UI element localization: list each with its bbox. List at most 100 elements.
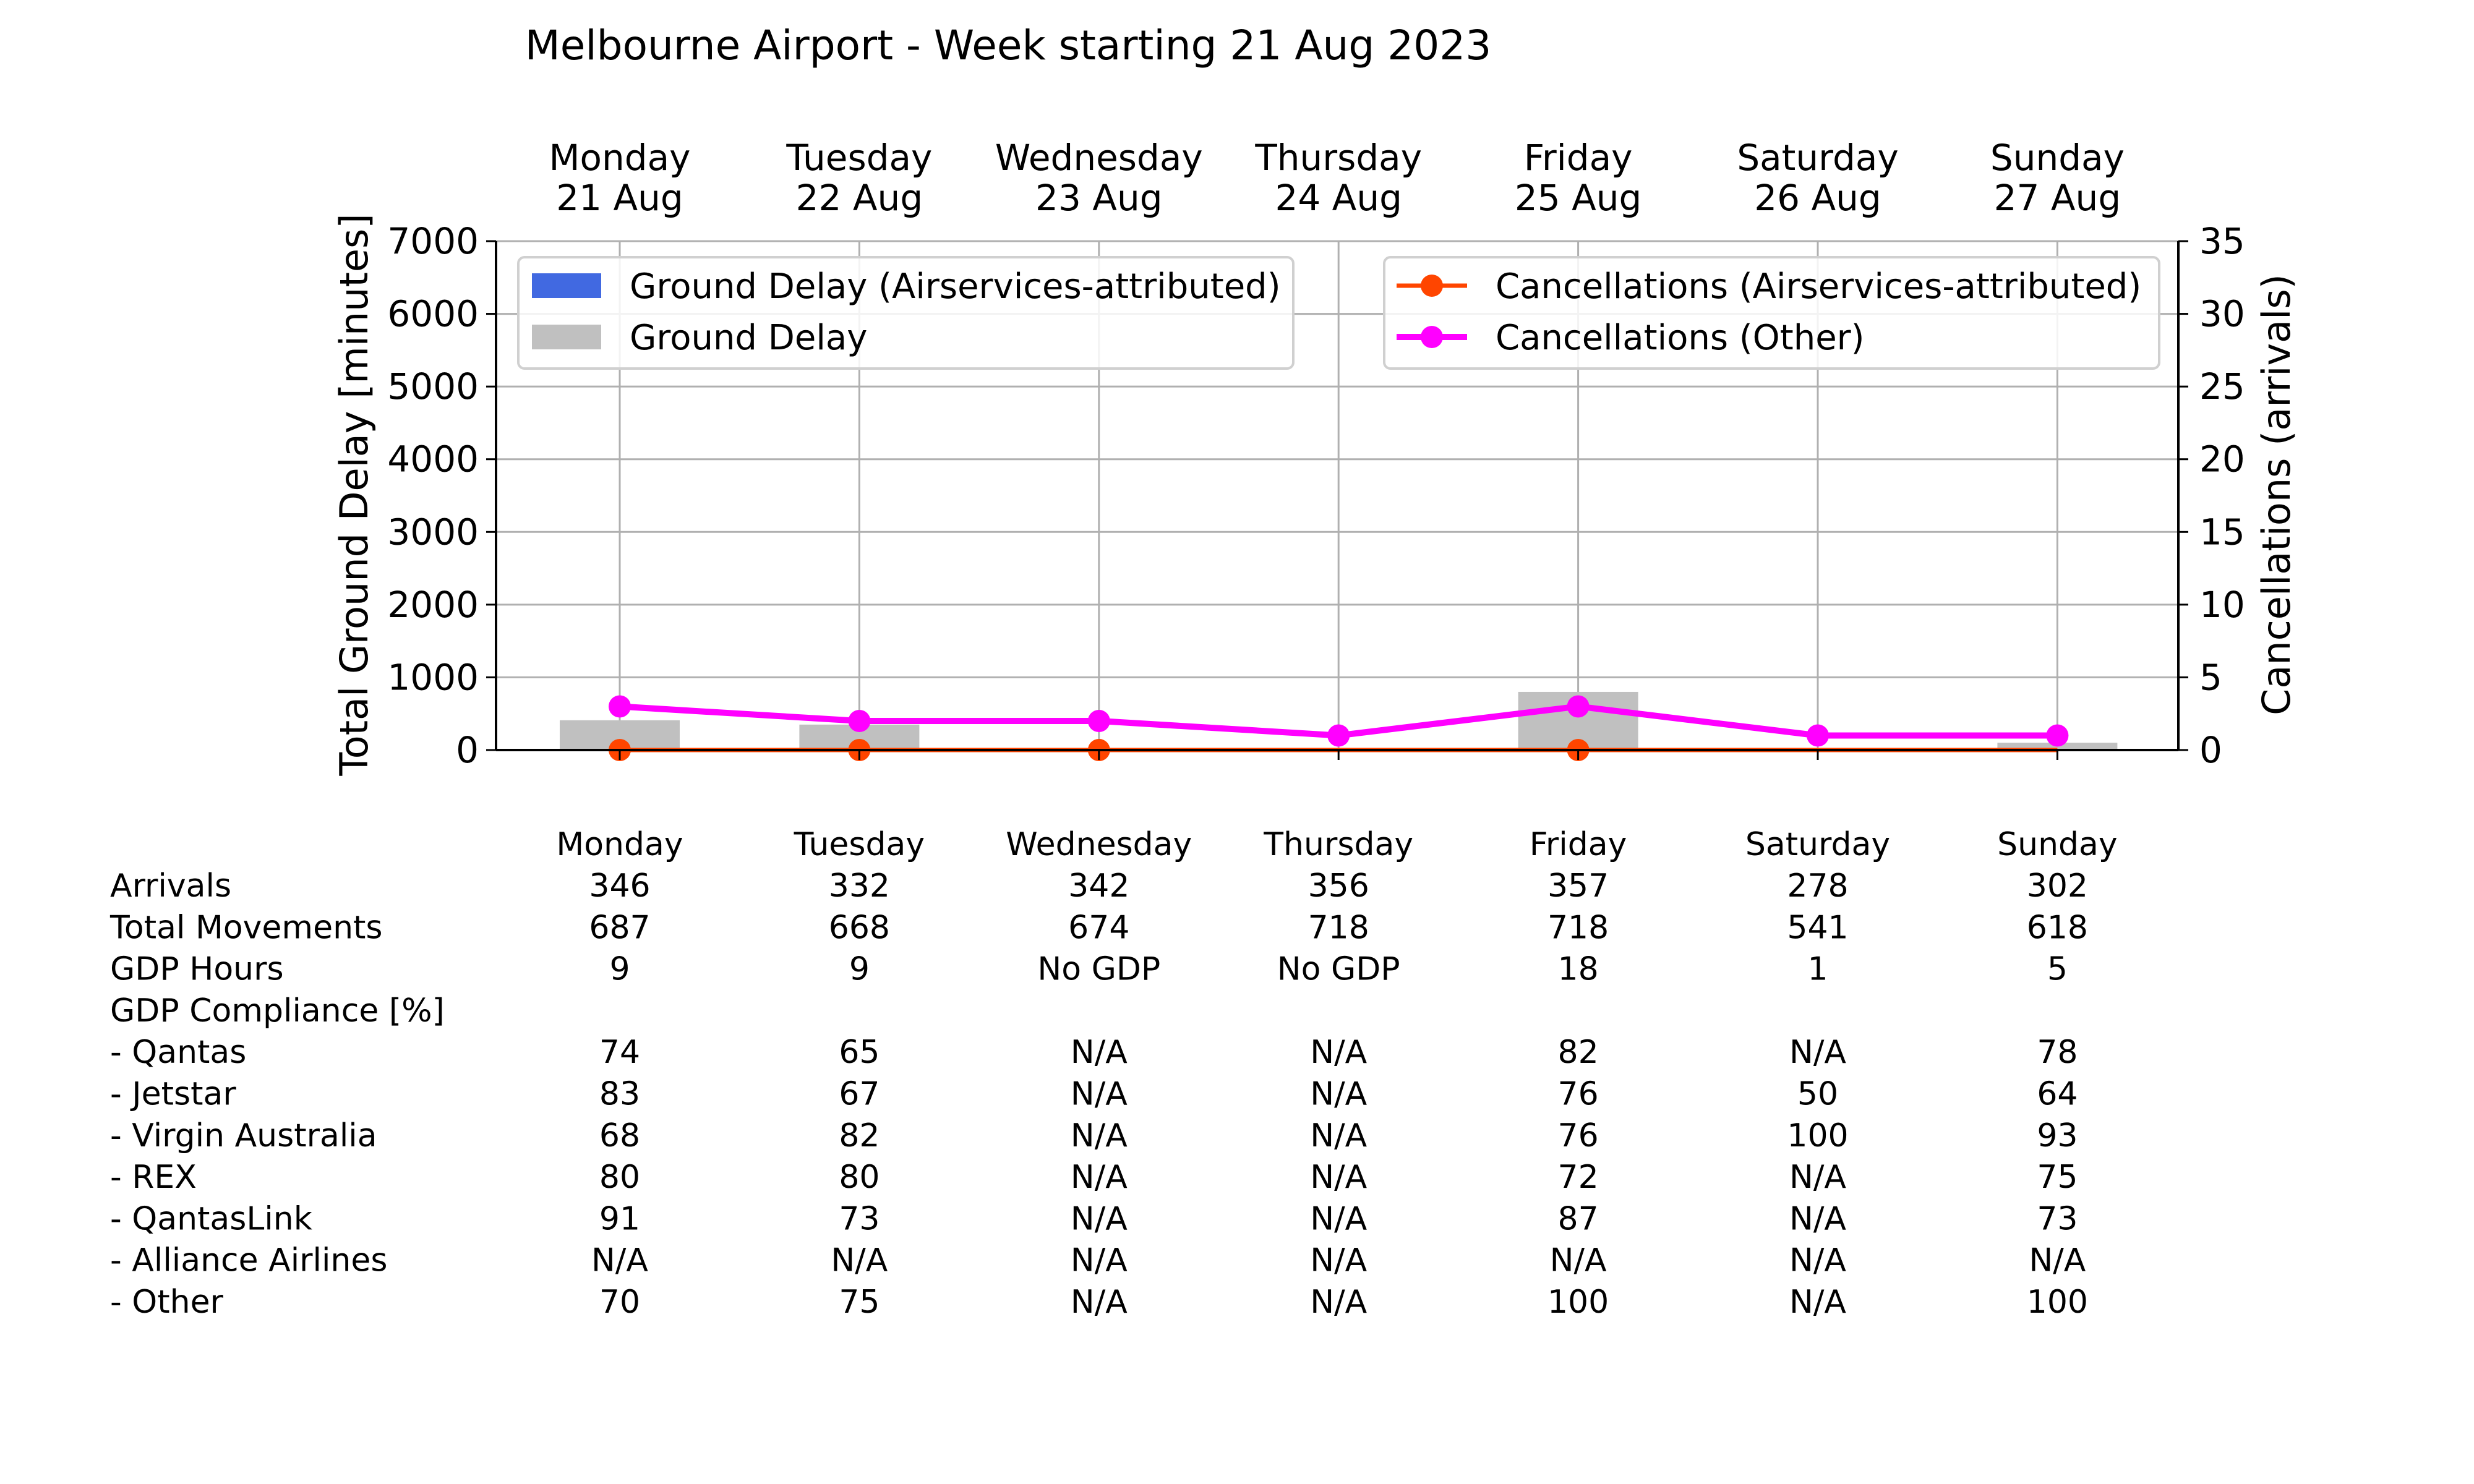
table-cell: N/A [1789, 1200, 1846, 1237]
table-cell: 668 [829, 909, 890, 946]
point-cancellations-other [1807, 724, 1829, 747]
table-cell: 75 [839, 1284, 880, 1321]
table-row-label: - Alliance Airlines [110, 1242, 387, 1279]
table-cell: 75 [2037, 1159, 2078, 1196]
table-column-header: Monday [556, 826, 683, 863]
y-tick-label-left: 7000 [387, 220, 479, 262]
table-cell: 9 [609, 951, 630, 988]
table-column-header: Thursday [1263, 826, 1413, 863]
table-cell: 73 [839, 1200, 880, 1237]
x-tick-label-day: Friday [1524, 137, 1633, 179]
legend-marker [1421, 326, 1443, 348]
y-tick-label-right: 15 [2199, 511, 2245, 553]
table-cell: N/A [1071, 1159, 1128, 1196]
table-cell: 73 [2037, 1200, 2078, 1237]
y-tick-label-left: 6000 [387, 293, 479, 335]
table-cell: N/A [1310, 1200, 1367, 1237]
table-cell: 357 [1547, 868, 1609, 905]
y-tick-label-right: 5 [2199, 656, 2222, 698]
table-row-label: - Other [110, 1284, 224, 1321]
y-tick-label-left: 3000 [387, 511, 479, 553]
table-cell: 93 [2037, 1117, 2078, 1154]
table-cell: N/A [2029, 1242, 2086, 1279]
table-cell: 87 [1558, 1200, 1599, 1237]
table-cell: N/A [1310, 1034, 1367, 1071]
table-cell: N/A [1789, 1159, 1846, 1196]
y-tick-label-left: 4000 [387, 438, 479, 480]
chart-title: Melbourne Airport - Week starting 21 Aug… [525, 22, 1491, 69]
table-cell: 687 [589, 909, 650, 946]
legend-box [517, 256, 1295, 370]
table-cell: 9 [849, 951, 870, 988]
y-tick-label-right: 30 [2199, 293, 2245, 335]
y-axis-label-left: Total Ground Delay [minutes] [332, 213, 377, 776]
table-cell: N/A [1071, 1034, 1128, 1071]
x-tick-label-date: 23 Aug [1035, 177, 1163, 219]
table-cell: N/A [1071, 1284, 1128, 1321]
legend-swatch [532, 325, 601, 349]
legend-bars: Ground Delay (Airservices-attributed) Gro… [517, 256, 1295, 370]
table-cell: 541 [1787, 909, 1848, 946]
legend-label: Cancellations (Airservices-attributed) [1496, 267, 2141, 307]
tick-labels: 0 1000 2000 3000 4000 5000 6000 7000 0 5 10 15 20 25 3… [387, 137, 2245, 771]
x-tick-label-day: Wednesday [995, 137, 1203, 179]
table-cell: 70 [599, 1284, 640, 1321]
y-tick-label-right: 0 [2199, 729, 2222, 771]
table-cell: N/A [1071, 1117, 1128, 1154]
table-cell: N/A [1310, 1159, 1367, 1196]
legend-lines: Cancellations (Airservices-attributed) Ca… [1383, 256, 2160, 370]
y-tick-label-right: 10 [2199, 584, 2245, 626]
x-tick-label-day: Sunday [1990, 137, 2125, 179]
x-tick-label-day: Saturday [1737, 137, 1898, 179]
x-tick-label-date: 22 Aug [796, 177, 923, 219]
table-cell: N/A [1310, 1117, 1367, 1154]
table-cell: N/A [1071, 1076, 1128, 1113]
legend-swatch [532, 273, 601, 298]
table-cell: N/A [591, 1242, 648, 1279]
table-cell: 80 [599, 1159, 640, 1196]
table-cell: 346 [589, 868, 650, 905]
table-column-header: Wednesday [1006, 826, 1192, 863]
table-column-header: Tuesday [794, 826, 925, 863]
legend-label: Cancellations (Other) [1496, 318, 1865, 358]
table-cell: 68 [599, 1117, 640, 1154]
table-cell: 5 [2047, 951, 2068, 988]
table-cell: No GDP [1277, 951, 1400, 988]
table-cell: 718 [1308, 909, 1369, 946]
y-tick-label-right: 20 [2199, 438, 2245, 480]
table-cell: N/A [1071, 1200, 1128, 1237]
table-cell: 718 [1547, 909, 1609, 946]
x-tick-label-day: Tuesday [785, 137, 932, 179]
table-cell: 356 [1308, 868, 1369, 905]
table-column-header: Sunday [1997, 826, 2118, 863]
table-cell: N/A [1789, 1242, 1846, 1279]
y-tick-label-left: 0 [456, 729, 479, 771]
table-cell: 18 [1558, 951, 1599, 988]
y-axis-label-right: Cancellations (arrivals) [2254, 274, 2299, 715]
x-tick-label-date: 27 Aug [1994, 177, 2121, 219]
table-cell: 78 [2037, 1034, 2078, 1071]
x-tick-label-date: 25 Aug [1515, 177, 1642, 219]
table-cell: 65 [839, 1034, 880, 1071]
table-cell: 80 [839, 1159, 880, 1196]
table-cell: 278 [1787, 868, 1848, 905]
table-row-label: - Jetstar [110, 1076, 236, 1113]
table-row-label: - REX [110, 1159, 197, 1196]
legend-label: Ground Delay (Airservices-attributed) [630, 267, 1281, 307]
point-cancellations-other [1567, 695, 1590, 718]
x-tick-label-date: 24 Aug [1275, 177, 1402, 219]
table-cell: 76 [1558, 1117, 1599, 1154]
table-cell: 82 [1558, 1034, 1599, 1071]
x-tick-label-date: 21 Aug [556, 177, 683, 219]
table-row-label: - QantasLink [110, 1200, 312, 1237]
point-cancellations-other [1327, 724, 1350, 747]
legend-box [1383, 256, 2160, 370]
table-cell: N/A [1310, 1284, 1367, 1321]
table-cell: N/A [1789, 1284, 1846, 1321]
table-cell: N/A [1789, 1034, 1846, 1071]
table-column-header: Saturday [1745, 826, 1890, 863]
table-cell: N/A [1310, 1076, 1367, 1113]
point-cancellations-other [609, 695, 631, 718]
table-cell: 618 [2027, 909, 2088, 946]
